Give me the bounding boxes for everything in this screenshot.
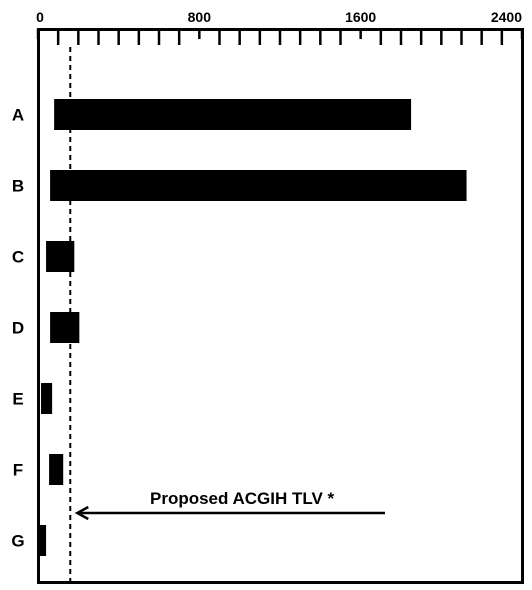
bar-f [49, 454, 64, 485]
x-tick-label: 0 [36, 9, 44, 25]
reference-arrow-head [74, 505, 89, 521]
category-label-e: E [12, 390, 23, 409]
x-tick-label: 800 [188, 9, 212, 25]
category-label-f: F [13, 461, 23, 480]
category-label-d: D [12, 319, 24, 338]
bar-b [50, 170, 467, 201]
bar-d [50, 312, 80, 343]
reference-line-label: Proposed ACGIH TLV * [150, 489, 335, 508]
bars [40, 99, 467, 556]
category-label-a: A [12, 106, 24, 125]
category-label-g: G [11, 532, 24, 551]
category-labels: A B C D E F G [11, 106, 24, 551]
reference-line-group: Proposed ACGIH TLV * [69, 47, 385, 582]
x-tick-label: 1600 [345, 9, 376, 25]
x-axis-ticks: 0 800 1600 2400 [36, 9, 524, 45]
category-label-c: C [12, 248, 24, 267]
bar-a [54, 99, 412, 130]
bar-e [41, 383, 53, 414]
x-tick-label: 2400 [491, 9, 522, 25]
bar-g [40, 525, 47, 556]
category-label-b: B [12, 177, 24, 196]
